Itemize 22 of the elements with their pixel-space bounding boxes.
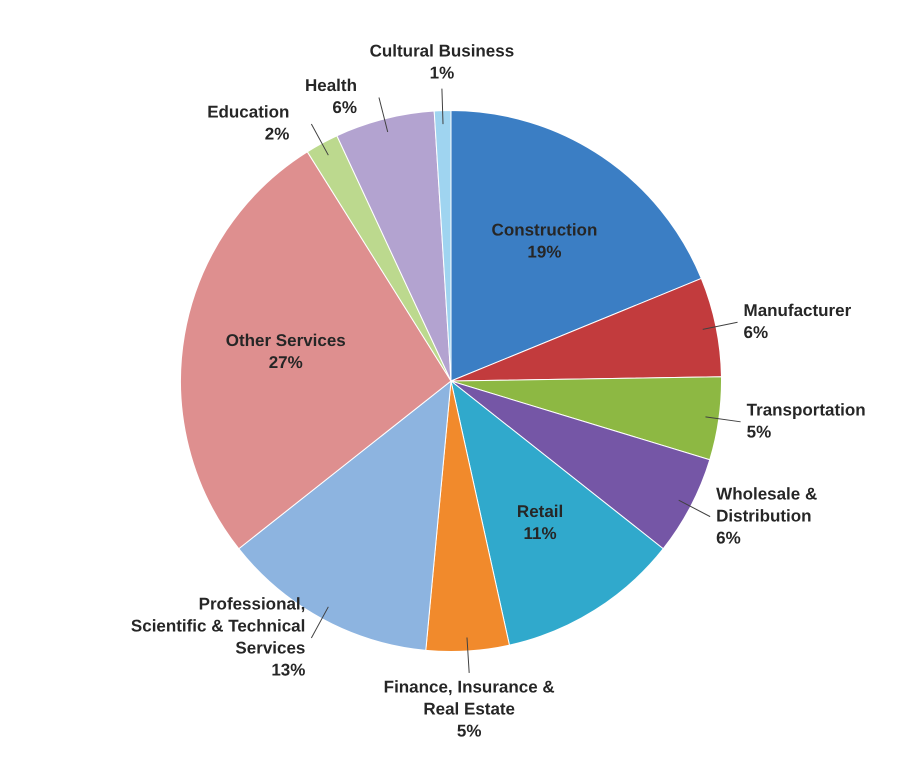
data-label: 13% bbox=[271, 660, 306, 680]
slice-label: Finance, Insurance & Real Estate bbox=[384, 678, 555, 719]
data-label: 19% bbox=[527, 242, 562, 262]
data-label: 1% bbox=[430, 63, 454, 82]
slice-label: Wholesale & Distribution bbox=[716, 484, 818, 526]
data-label: 6% bbox=[744, 322, 768, 342]
data-label: 11% bbox=[524, 524, 557, 543]
slice-label: Cultural Business bbox=[370, 41, 514, 60]
slice-label: Construction bbox=[492, 220, 598, 240]
slice-label: Retail bbox=[516, 502, 564, 521]
slice-label: Education bbox=[207, 102, 290, 122]
data-label: 5% bbox=[746, 422, 772, 442]
slice-label: Professional, Scientific & Technical Services bbox=[130, 594, 306, 658]
data-label: 2% bbox=[264, 124, 290, 144]
slice-label: Other Services bbox=[226, 331, 346, 350]
slice-label: Transportation bbox=[746, 400, 866, 420]
data-label: 27% bbox=[268, 353, 303, 372]
slice-label: Manufacturer bbox=[744, 300, 852, 320]
data-label: 5% bbox=[456, 722, 482, 741]
data-label: 6% bbox=[332, 98, 357, 118]
data-label: 6% bbox=[716, 528, 741, 548]
slice-label: Health bbox=[304, 76, 357, 96]
